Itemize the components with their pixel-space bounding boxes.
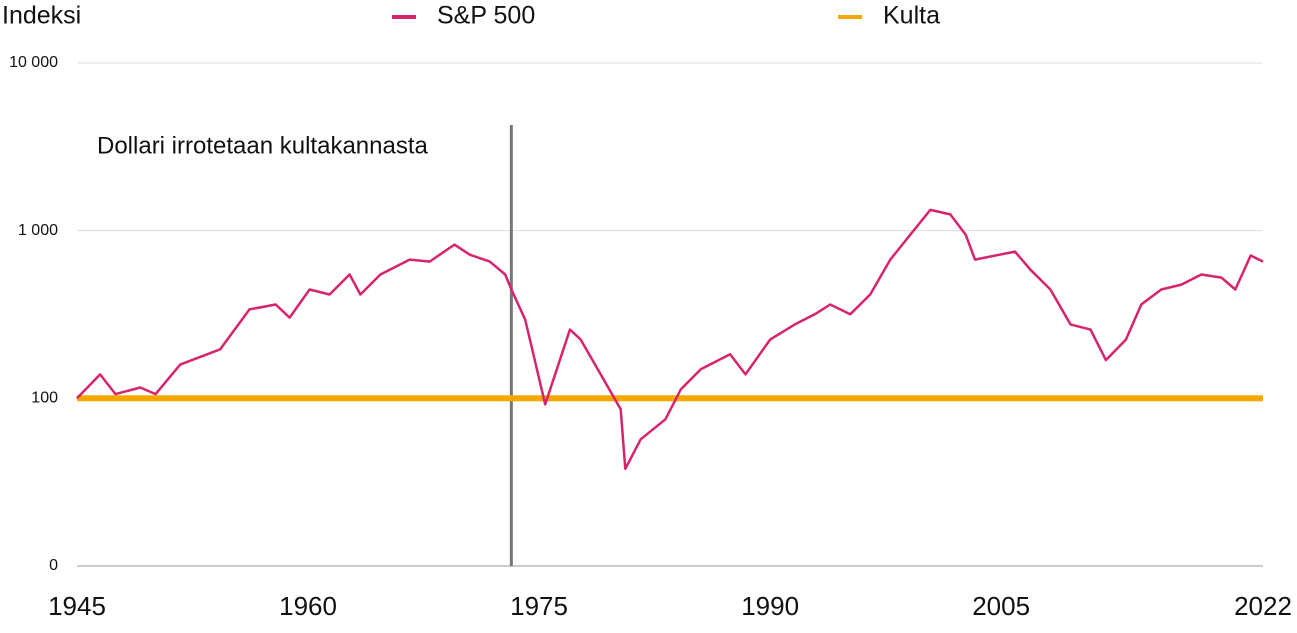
legend-label: Kulta (883, 2, 940, 30)
x-tick-label: 1990 (741, 591, 799, 621)
legend-label: S&P 500 (437, 2, 535, 30)
y-tick-label: 10 000 (9, 54, 58, 71)
x-tick-label: 1945 (48, 591, 106, 621)
x-tick-label: 1975 (510, 591, 568, 621)
annotation-text: Dollari irrotetaan kultakannasta (97, 132, 428, 159)
y-axis-label: Indeksi (2, 2, 81, 30)
x-tick-label: 2005 (972, 591, 1030, 621)
x-tick-label: 1960 (279, 591, 337, 621)
y-tick-label: 0 (49, 557, 58, 574)
y-tick-label: 100 (31, 390, 58, 407)
series-line (76, 208, 1264, 471)
y-tick-label: 1 000 (18, 222, 58, 239)
x-tick-label: 2022 (1234, 591, 1292, 621)
